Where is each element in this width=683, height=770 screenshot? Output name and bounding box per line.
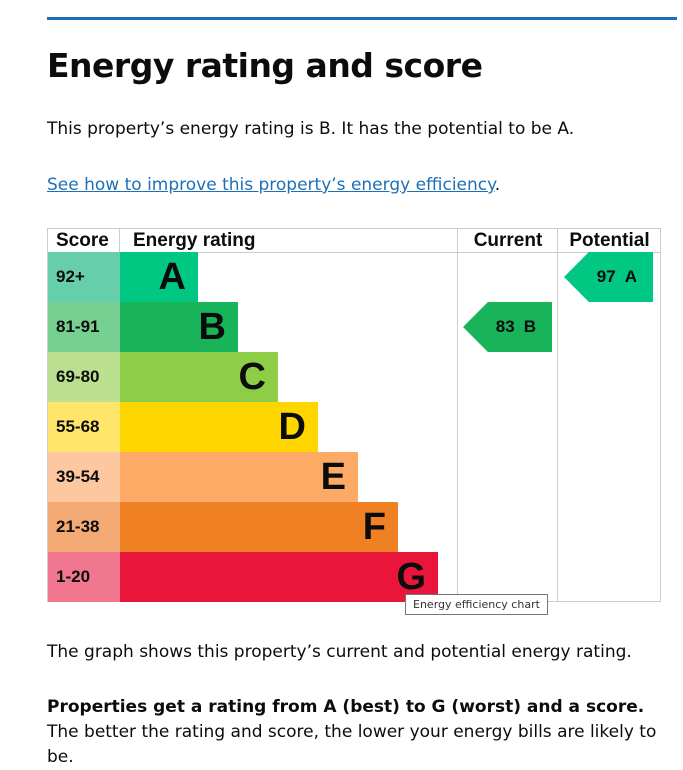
section-divider: [47, 17, 677, 20]
current-score: 83: [495, 317, 515, 336]
energy-efficiency-chart: Score Energy rating Current Potential 92…: [47, 228, 661, 602]
improve-link[interactable]: See how to improve this property’s energ…: [47, 175, 495, 195]
header-current: Current: [458, 229, 558, 253]
header-potential: Potential: [558, 229, 661, 253]
tooltip: Energy efficiency chart: [405, 594, 548, 615]
rating-bar-e: E: [120, 452, 358, 502]
score-band-c: 69-80: [48, 352, 120, 402]
graph-note: The graph shows this property’s current …: [47, 642, 632, 662]
header-energy-rating: Energy rating: [120, 229, 458, 253]
rating-bar-c: C: [120, 352, 278, 402]
divider: [557, 229, 558, 601]
divider: [457, 229, 458, 601]
rating-explanation: Properties get a rating from A (best) to…: [47, 695, 667, 770]
score-band-d: 55-68: [48, 402, 120, 452]
rating-bar-g: G: [120, 552, 438, 602]
rating-explanation-bold: Properties get a rating from A (best) to…: [47, 697, 645, 717]
intro-text: This property’s energy rating is B. It h…: [47, 119, 575, 139]
rating-bar-f: F: [120, 502, 398, 552]
rating-bar-b: B: [120, 302, 238, 352]
link-suffix: .: [494, 175, 501, 195]
header-score: Score: [48, 229, 120, 253]
potential-letter: A: [624, 267, 637, 286]
rating-bar-d: D: [120, 402, 318, 452]
score-band-e: 39-54: [48, 452, 120, 502]
page-title: Energy rating and score: [47, 46, 483, 85]
divider: [119, 229, 120, 253]
rating-explanation-rest: The better the rating and score, the low…: [47, 722, 657, 767]
score-band-g: 1-20: [48, 552, 120, 602]
current-letter: B: [523, 317, 536, 336]
potential-score: 97: [596, 267, 616, 286]
current-rating-arrow: 83 B: [463, 302, 552, 352]
improve-paragraph: See how to improve this property’s energ…: [47, 173, 667, 198]
score-band-b: 81-91: [48, 302, 120, 352]
score-band-a: 92+: [48, 252, 120, 302]
rating-bar-a: A: [120, 252, 198, 302]
potential-rating-arrow: 97 A: [564, 252, 653, 302]
score-band-f: 21-38: [48, 502, 120, 552]
